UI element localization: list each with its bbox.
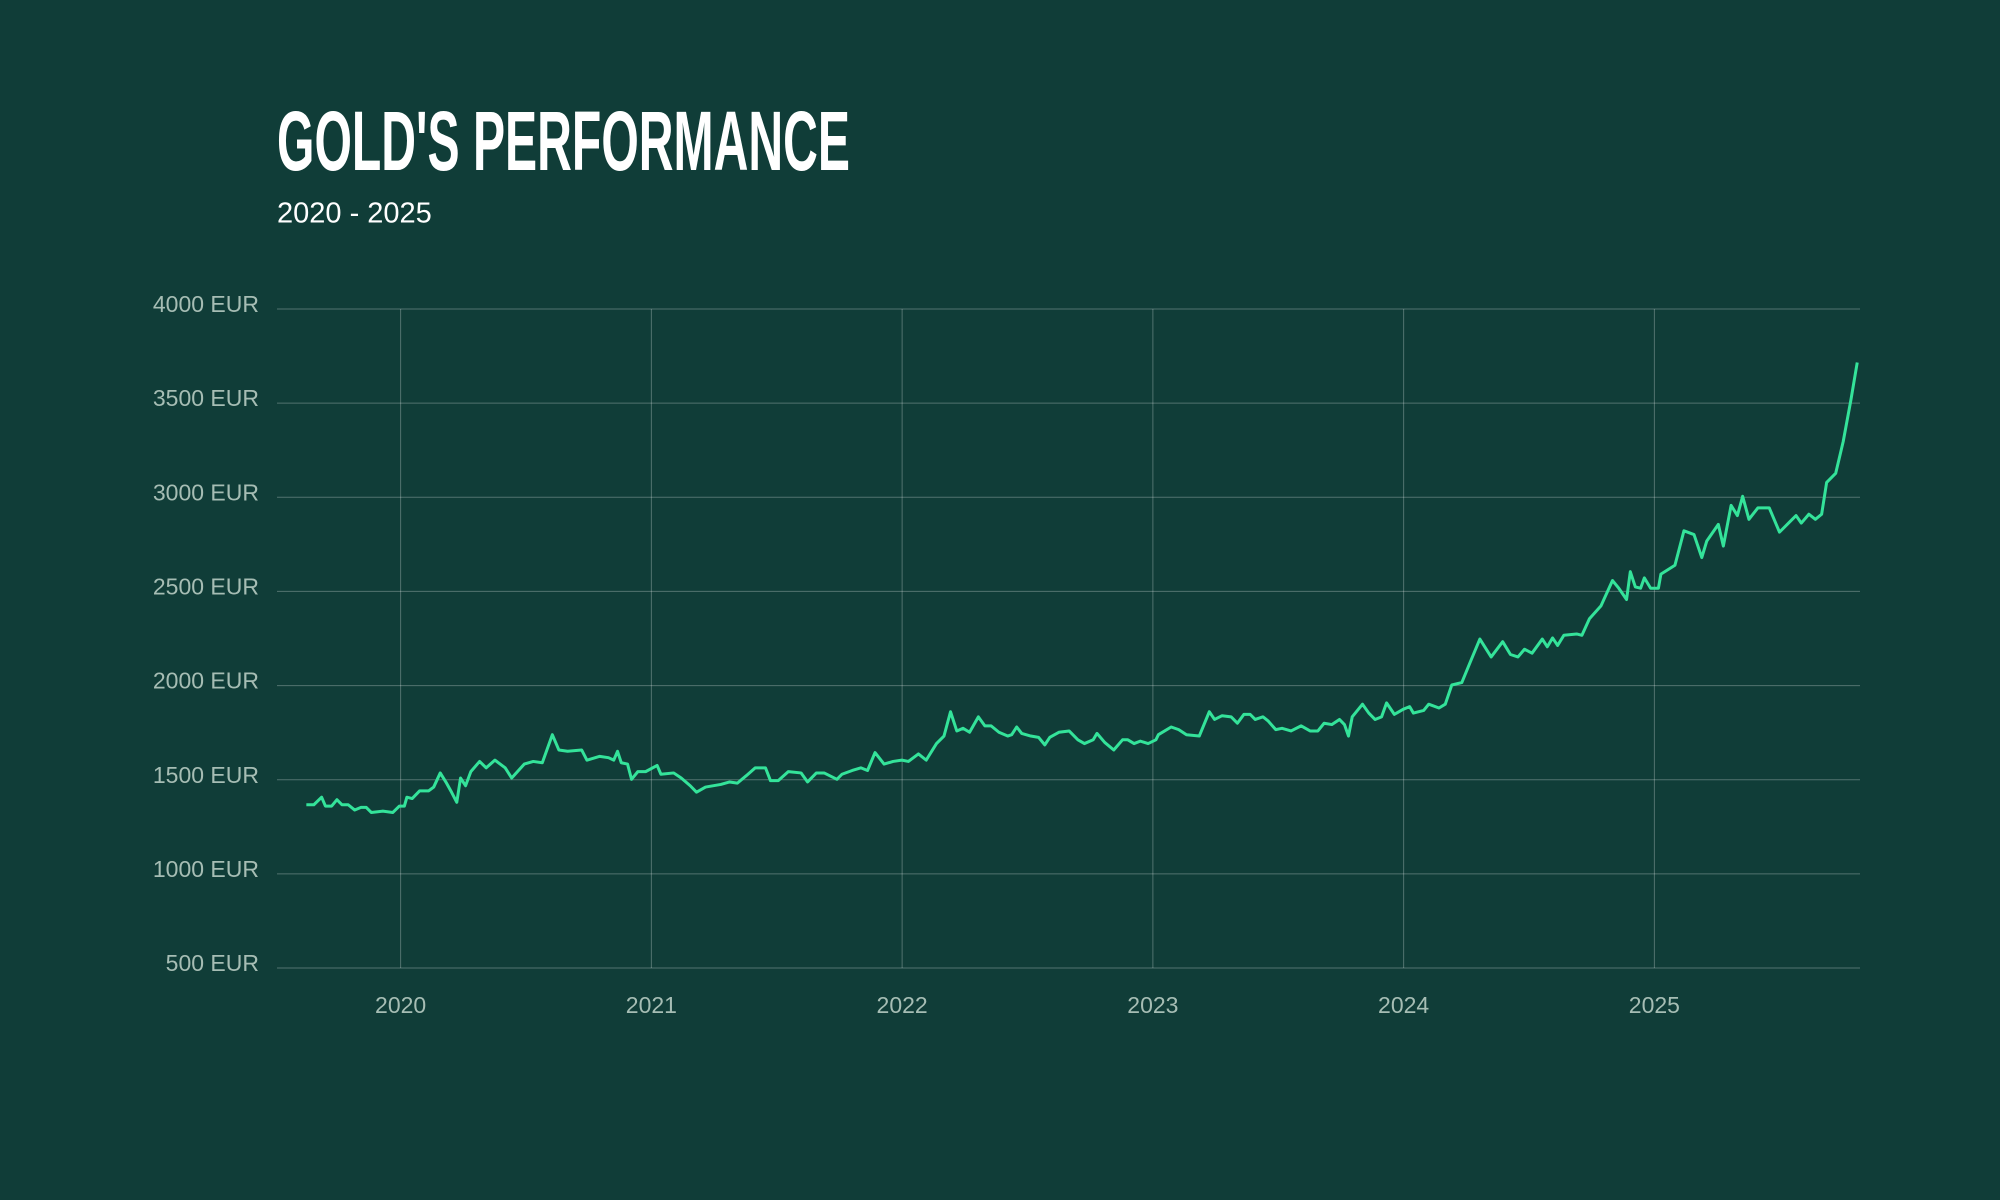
x-tick-label: 2023	[1127, 992, 1178, 1018]
chart-title: GOLD'S PERFORMANCE	[277, 94, 850, 188]
y-tick-label: 3000 EUR	[153, 479, 259, 505]
y-tick-label: 2000 EUR	[153, 668, 259, 694]
y-tick-label: 3500 EUR	[153, 385, 259, 411]
y-tick-label: 1000 EUR	[153, 856, 259, 882]
y-tick-label: 1500 EUR	[153, 762, 259, 788]
y-tick-label: 500 EUR	[166, 950, 259, 976]
x-tick-label: 2025	[1629, 992, 1680, 1018]
y-tick-label: 4000 EUR	[153, 291, 259, 317]
x-tick-label: 2020	[375, 992, 426, 1018]
x-tick-label: 2024	[1378, 992, 1429, 1018]
price-line	[306, 362, 1859, 814]
x-tick-label: 2021	[626, 992, 677, 1018]
y-tick-label: 2500 EUR	[153, 574, 259, 600]
chart-subtitle: 2020 - 2025	[277, 198, 432, 230]
x-tick-label: 2022	[877, 992, 928, 1018]
